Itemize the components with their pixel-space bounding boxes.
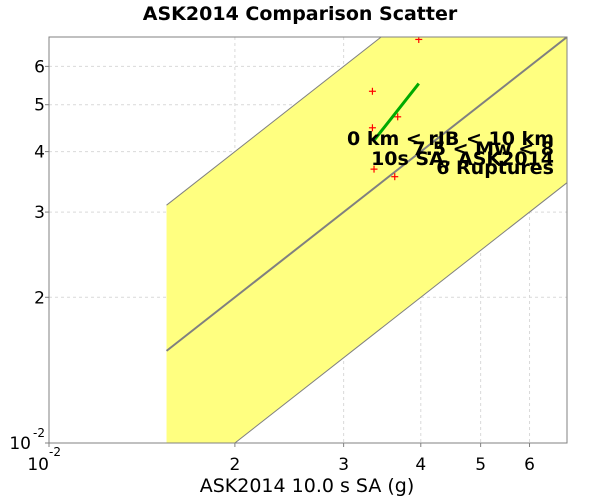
y-tick-label: 5 — [34, 96, 45, 116]
fit-line — [372, 82, 420, 142]
y-tick-label: 4 — [34, 143, 45, 163]
chart-title: ASK2014 Comparison Scatter — [143, 3, 458, 25]
data-point — [394, 113, 402, 121]
one-to-one-line — [165, 37, 567, 352]
plot-content — [49, 37, 567, 443]
band-upper-edge — [166, 37, 382, 206]
y-tick-label: 2 — [34, 288, 45, 308]
uncertainty-band — [166, 37, 567, 443]
y-tick-label: 10 — [9, 434, 31, 454]
x-tick-exponent: -2 — [49, 445, 61, 459]
x-tick-label: 2 — [229, 455, 240, 475]
annotation-text: 6 Ruptures — [436, 157, 554, 179]
y-tick-label: 6 — [34, 57, 45, 77]
y-tick-exponent: -2 — [33, 426, 45, 440]
annotation-text: 10s SA, ASK2014 — [371, 148, 554, 170]
x-tick-label: 5 — [475, 455, 486, 475]
x-tick-label: 10 — [27, 455, 49, 475]
band-lower-edge — [234, 182, 567, 443]
annotation-text: 7.5 < Mw < 8 — [412, 138, 554, 160]
data-point — [391, 173, 399, 181]
data-point — [370, 165, 378, 173]
data-point — [368, 87, 376, 95]
x-axis-label: ASK2014 10.0 s SA (g) — [200, 475, 415, 497]
plot-border — [48, 36, 568, 444]
x-tick-label: 6 — [524, 455, 535, 475]
annotation-text: 0 km < rJB < 10 km — [347, 128, 554, 150]
x-tick-label: 4 — [415, 455, 426, 475]
x-tick-label: 3 — [338, 455, 349, 475]
data-point — [368, 124, 376, 132]
y-tick-label: 3 — [34, 203, 45, 223]
